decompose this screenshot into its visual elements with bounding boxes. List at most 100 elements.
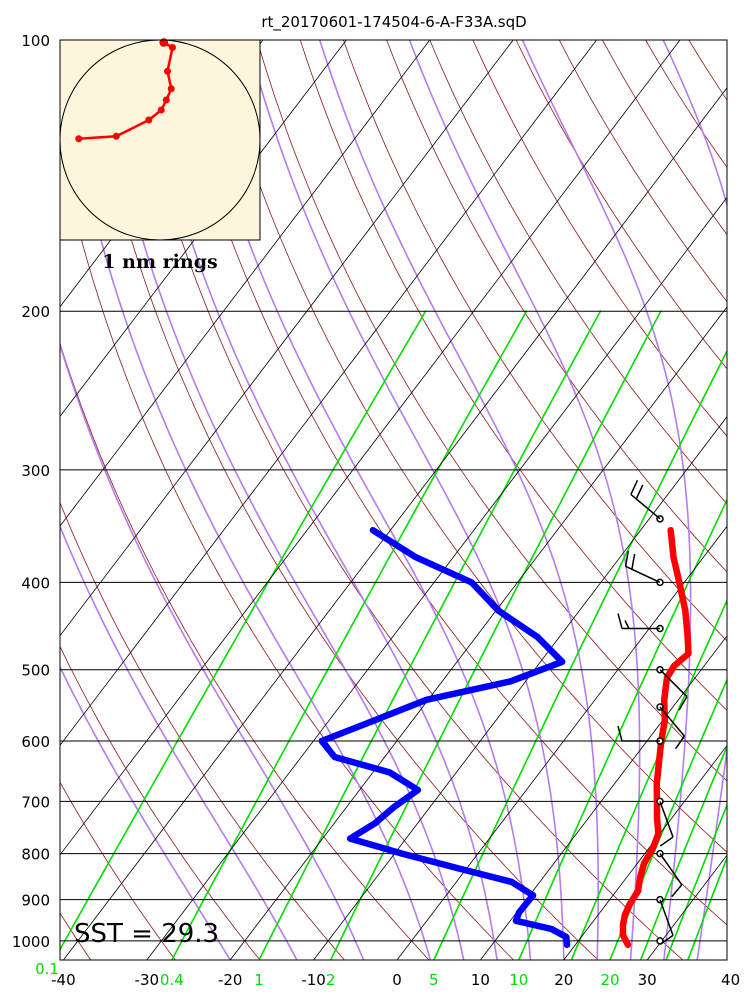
temperature-tick-label: -30 xyxy=(135,971,160,989)
temperature-tick-label: 30 xyxy=(638,971,657,989)
temperature-tick-label: 0 xyxy=(392,971,402,989)
wind-barb-shaft xyxy=(659,853,683,886)
dry-adiabat-line xyxy=(386,40,727,573)
moist-adiabat-line xyxy=(662,40,727,960)
wind-barb-flag xyxy=(617,725,623,742)
mixing-ratio-label: 10 xyxy=(509,971,528,989)
hodograph-point xyxy=(169,44,176,51)
hodograph-point xyxy=(157,106,165,114)
background-lines xyxy=(0,40,750,960)
sst-label: SST = 29.3 xyxy=(74,919,219,949)
dry-adiabat-line xyxy=(170,40,727,926)
hodograph-inset: 1 nm rings xyxy=(59,38,261,273)
pressure-tick-label: 1000 xyxy=(12,933,50,951)
pressure-tick-label: 500 xyxy=(21,662,50,680)
dry-adiabat-line xyxy=(60,645,261,960)
moist-adiabat-line xyxy=(60,524,298,960)
wind-barb-shaft xyxy=(659,899,674,936)
isotherm-line xyxy=(229,306,727,960)
pressure-tick-label: 900 xyxy=(21,892,50,910)
wind-barb xyxy=(656,849,683,898)
dry-adiabat-line xyxy=(429,40,727,505)
mixing-ratio-label: 2 xyxy=(326,971,336,989)
mixing-ratio-line xyxy=(639,744,727,960)
temperature-tick-label: 20 xyxy=(554,971,573,989)
moist-adiabat-line xyxy=(521,40,692,960)
mixing-ratio-line xyxy=(329,310,662,960)
hodograph-point xyxy=(159,38,169,47)
plot-frame xyxy=(59,39,728,961)
mixing-ratio-line xyxy=(432,349,727,960)
wind-barb-shaft xyxy=(659,801,674,838)
isotherm-line xyxy=(63,87,727,960)
pressure-tick-label: 600 xyxy=(21,733,50,751)
dry-adiabat-line xyxy=(472,40,727,437)
wind-barb-flag xyxy=(671,884,683,898)
pressure-tick-label: 400 xyxy=(21,574,50,592)
wind-barb-flag xyxy=(624,620,630,629)
wind-barb-shaft xyxy=(659,706,686,737)
moist-adiabat-line xyxy=(95,40,465,960)
pressure-tick-label: 300 xyxy=(21,462,50,480)
dry-adiabat-line xyxy=(342,40,727,642)
temperature-tick-label: -10 xyxy=(301,971,326,989)
dry-adiabat-line xyxy=(732,40,750,960)
hodograph-point xyxy=(112,132,120,140)
wind-barbs xyxy=(617,480,688,945)
hodograph-background xyxy=(59,39,261,241)
wind-barb-flag xyxy=(659,836,674,847)
temperature-tick-label: -40 xyxy=(51,971,76,989)
dry-adiabat-line xyxy=(60,781,176,960)
wind-barb-flag xyxy=(617,613,623,629)
wind-barb xyxy=(656,665,688,711)
chart-title: rt_20170601-174504-6-A-F33A.sqD xyxy=(261,13,526,32)
dry-adiabat-line xyxy=(299,40,727,711)
dry-adiabat-line xyxy=(256,40,727,782)
wind-barb xyxy=(617,725,664,745)
wind-barb-station xyxy=(656,937,664,945)
moist-adiabat-line xyxy=(187,40,532,960)
moist-adiabat-line xyxy=(137,40,498,960)
wind-barb xyxy=(656,895,674,945)
mixing-ratio-label: 0.1 xyxy=(35,960,59,978)
temperature-line xyxy=(619,526,692,949)
hodograph-point xyxy=(162,96,170,104)
profile-lines xyxy=(318,526,692,949)
isotherm-line xyxy=(60,40,681,856)
isotherm-line xyxy=(60,40,597,746)
temperature-tick-label: 10 xyxy=(471,971,490,989)
isotherm-line xyxy=(0,40,13,960)
pressure-tick-label: 700 xyxy=(21,793,50,811)
wind-barb-flag xyxy=(635,484,644,500)
mixing-ratio-line xyxy=(171,310,528,960)
dry-adiabat-line xyxy=(602,40,727,236)
moist-adiabat-line xyxy=(60,40,432,960)
wind-barb-flag xyxy=(624,550,630,567)
mixing-ratio-label: 5 xyxy=(429,971,439,989)
mixing-ratio-label: 0.4 xyxy=(160,971,184,989)
wind-barb xyxy=(630,480,664,523)
wind-barb xyxy=(656,703,686,750)
mixing-ratio-line xyxy=(687,855,727,960)
hodograph-rings-label: 1 nm rings xyxy=(102,251,217,273)
wind-barb-flag xyxy=(678,696,688,711)
hodograph-point xyxy=(167,85,175,93)
mixing-ratio-line xyxy=(517,498,727,960)
isotherm-line xyxy=(60,40,431,527)
mixing-ratio-label: 1 xyxy=(254,971,264,989)
dry-adiabat-line xyxy=(127,40,684,960)
wind-barb-flag xyxy=(631,553,636,570)
hodograph-point xyxy=(164,67,171,75)
isotherm-line xyxy=(396,525,727,960)
wind-barb-flag xyxy=(630,480,639,495)
wind-barb xyxy=(656,797,674,847)
dry-adiabat-line xyxy=(0,40,6,960)
isotherm-line xyxy=(146,196,727,960)
pressure-tick-label: 800 xyxy=(21,846,50,864)
wind-barb-shaft xyxy=(625,565,661,584)
isotherm-line xyxy=(563,744,727,960)
dry-adiabat-line xyxy=(60,148,514,960)
temperature-tick-label: -20 xyxy=(218,971,243,989)
